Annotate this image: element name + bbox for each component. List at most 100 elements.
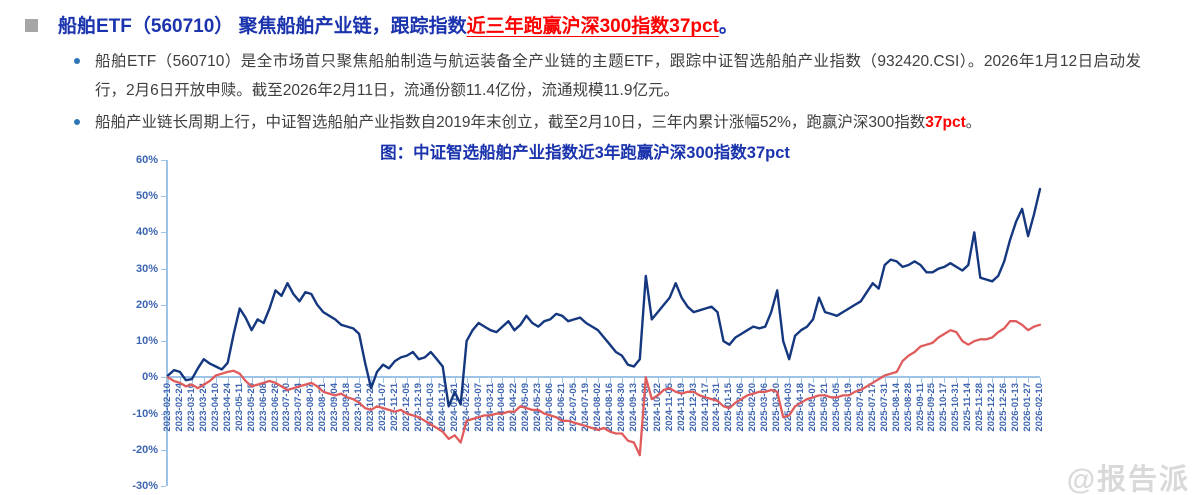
x-axis-tick (526, 378, 528, 384)
y-axis-label: 0% (142, 371, 158, 384)
x-axis-tick (538, 378, 540, 384)
x-axis-tick (514, 378, 516, 384)
y-axis-label: 20% (135, 298, 158, 311)
x-axis-tick (777, 378, 779, 384)
x-axis-tick (502, 378, 504, 384)
section-bullet-square (25, 19, 38, 32)
page-title-highlight: 近三年跑赢沪深300指数37pct (466, 16, 719, 37)
bullet-2-period: 。 (965, 114, 982, 131)
y-axis-tick (161, 413, 166, 415)
y-axis-label: -10% (132, 407, 158, 420)
ship-index-line (166, 187, 1042, 408)
x-axis-tick (693, 378, 695, 384)
x-axis-tick (179, 378, 181, 384)
x-axis-tick (574, 378, 576, 384)
x-axis-tick (418, 378, 420, 384)
page-title: 船舶ETF（560710） 聚焦船舶产业链，跟踪指数近三年跑赢沪深300指数37… (58, 11, 1188, 38)
y-axis-tick (161, 377, 166, 379)
x-axis-tick (908, 378, 910, 384)
x-axis-tick (586, 378, 588, 384)
x-axis-tick (191, 378, 193, 384)
x-axis-tick (203, 378, 205, 384)
x-axis-tick (705, 378, 707, 384)
x-axis-tick (335, 378, 337, 384)
x-axis-tick (275, 378, 277, 384)
x-axis-tick (992, 378, 994, 384)
x-axis-tick (311, 378, 313, 384)
chart-title: 图：中证智选船舶产业指数近3年跑赢沪深300指数37pct (380, 144, 790, 162)
watermark: @报告派 (1066, 464, 1190, 495)
page-title-period: 。 (718, 16, 738, 37)
x-axis-tick (932, 378, 934, 384)
x-axis-tick (394, 378, 396, 384)
x-axis-tick (609, 378, 611, 384)
x-axis-tick (383, 378, 384, 384)
x-axis-tick (1040, 378, 1041, 384)
x-axis-tick (562, 378, 564, 384)
bullet-dot (74, 58, 80, 64)
y-axis-label: 50% (135, 190, 158, 203)
zero-axis-line (168, 376, 1040, 379)
y-axis-line (166, 160, 168, 486)
bullet-2-highlight: 37pct (925, 114, 966, 131)
x-axis-tick (598, 378, 600, 384)
x-axis-tick (717, 378, 719, 384)
y-axis-label: 30% (135, 262, 158, 275)
y-axis-label: 40% (135, 226, 158, 239)
x-axis-tick (669, 378, 671, 384)
x-axis-tick (215, 378, 217, 384)
y-axis-tick (161, 196, 166, 198)
page-title-main: 船舶ETF（560710） 聚焦船舶产业链，跟踪指数 (58, 16, 467, 37)
bullet-paragraph-1: 船舶ETF（560710）是全市场首只聚焦船舶制造与航运装备全产业链的主题ETF… (95, 47, 1141, 105)
x-axis-tick (263, 378, 265, 384)
y-axis-label: 10% (135, 335, 158, 348)
x-axis-tick (956, 378, 958, 384)
x-axis-tick (621, 378, 623, 384)
y-axis-label: -20% (132, 443, 158, 456)
x-axis-tick (753, 378, 755, 384)
x-axis-tick (1028, 378, 1030, 384)
x-axis-tick (359, 378, 361, 384)
csi300-line (166, 320, 1042, 457)
x-axis-tick (896, 378, 898, 384)
x-axis-tick (884, 378, 886, 384)
x-axis-tick (454, 378, 456, 384)
x-axis-tick (478, 378, 480, 384)
x-axis-tick (466, 378, 468, 384)
y-axis-label: 60% (135, 154, 158, 166)
y-axis-tick (161, 268, 166, 270)
x-axis-tick (251, 378, 253, 384)
x-axis-tick (836, 378, 838, 384)
x-axis-tick (490, 378, 492, 384)
x-axis-tick (657, 378, 659, 384)
x-axis-tick (430, 378, 432, 384)
x-axis-tick (299, 378, 301, 384)
y-axis-tick (161, 341, 166, 343)
y-axis-tick (161, 304, 166, 306)
x-axis-tick (681, 378, 683, 384)
y-axis-tick (161, 160, 166, 161)
bullet-2-text: 船舶产业链长周期上行，中证智选船舶产业指数自2019年末创立，截至2月10日，三… (95, 114, 926, 131)
x-axis-tick (848, 378, 850, 384)
x-axis-tick (789, 378, 791, 384)
x-axis-tick (227, 378, 229, 384)
x-axis-tick (944, 378, 946, 384)
x-axis-tick (347, 378, 349, 384)
y-axis-label: -30% (132, 480, 158, 492)
x-axis-tick (1016, 378, 1018, 384)
x-axis-tick (860, 378, 862, 384)
x-axis-tick (406, 378, 408, 384)
x-axis-tick (980, 378, 982, 384)
bullet-dot (74, 119, 80, 125)
chart-plot-area (166, 187, 1042, 457)
x-axis-tick (371, 378, 373, 384)
x-axis-tick (442, 378, 444, 384)
x-axis-tick (813, 378, 815, 384)
bullet-1-text: 船舶ETF（560710）是全市场首只聚焦船舶制造与航运装备全产业链的主题ETF… (95, 53, 1141, 99)
y-axis-tick (161, 486, 166, 487)
x-axis-tick (872, 378, 874, 384)
x-axis-tick (323, 378, 325, 384)
y-axis-tick (161, 232, 166, 234)
